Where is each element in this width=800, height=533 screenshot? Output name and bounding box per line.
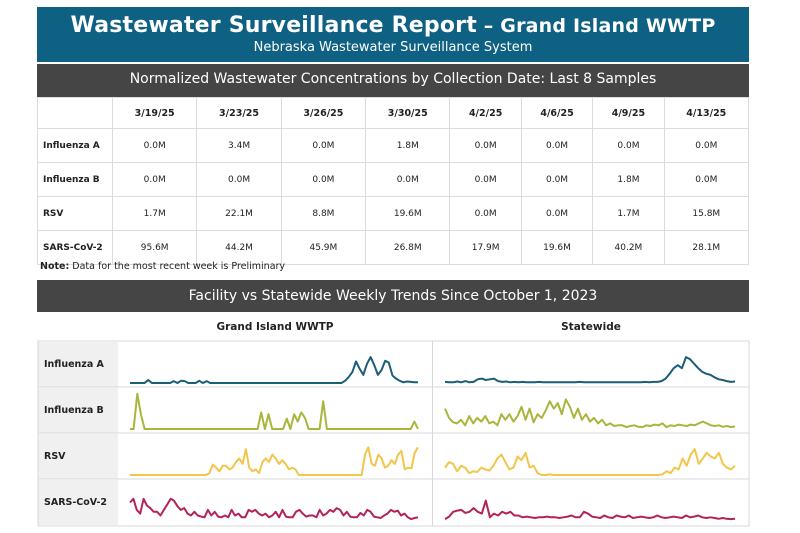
trend-lines bbox=[129, 356, 736, 521]
concentrations-table: 3/19/25 3/23/25 3/26/25 3/30/25 4/2/25 4… bbox=[37, 97, 750, 265]
panel-title-facility: Grand Island WWTP bbox=[216, 321, 334, 333]
trend-line-statewide-influenza-a bbox=[444, 356, 736, 384]
trend-label-sars-cov-2: SARS-CoV-2 bbox=[38, 480, 118, 525]
concentration-cell: 17.9M bbox=[449, 230, 522, 265]
date-header: 3/30/25 bbox=[365, 97, 451, 129]
concentration-cell: 0.0M bbox=[449, 162, 522, 197]
preliminary-note: Note: Data for the most recent week is P… bbox=[40, 261, 286, 272]
concentration-cell: 0.0M bbox=[592, 128, 665, 163]
concentration-cell: 19.6M bbox=[365, 196, 451, 231]
concentration-cell: 0.0M bbox=[196, 162, 282, 197]
trend-line-statewide-rsv bbox=[444, 448, 736, 476]
trend-label-rsv: RSV bbox=[38, 434, 118, 479]
concentration-cell: 3.4M bbox=[196, 128, 282, 163]
date-header: 4/9/25 bbox=[592, 97, 665, 129]
trend-line-grand-island-wwtp-sars-cov-2 bbox=[129, 497, 419, 521]
trend-label-influenza-a: Influenza A bbox=[38, 342, 118, 387]
concentration-cell: 28.1M bbox=[663, 230, 750, 265]
concentration-cell: 40.2M bbox=[592, 230, 665, 265]
concentration-cell: 44.2M bbox=[196, 230, 282, 265]
table-row: SARS-CoV-2 95.6M 44.2M 45.9M 26.8M 17.9M 19.6M… bbox=[37, 230, 750, 265]
trend-line-statewide-sars-cov-2 bbox=[444, 499, 736, 521]
trend-grid bbox=[37, 340, 750, 527]
date-header: 3/23/25 bbox=[196, 97, 282, 129]
concentration-cell: 19.6M bbox=[520, 230, 594, 265]
concentration-cell: 45.9M bbox=[280, 230, 367, 265]
report-title: Wastewater Surveillance Report – Grand I… bbox=[70, 13, 716, 38]
date-header: 4/6/25 bbox=[520, 97, 594, 129]
trend-line-grand-island-wwtp-influenza-a bbox=[130, 356, 418, 384]
concentration-cell: 95.6M bbox=[111, 230, 198, 265]
trend-line-grand-island-wwtp-influenza-b bbox=[130, 392, 419, 430]
facility-name: – Grand Island WWTP bbox=[476, 15, 716, 37]
report-header: Wastewater Surveillance Report – Grand I… bbox=[37, 7, 749, 62]
trend-label-influenza-b: Influenza B bbox=[38, 388, 118, 433]
panel-title-statewide: Statewide bbox=[561, 321, 621, 333]
concentration-cell: 26.8M bbox=[365, 230, 451, 265]
table-row: Influenza A 0.0M 3.4M 0.0M 1.8M 0.0M 0.0M 0.0M 0… bbox=[37, 128, 750, 163]
date-header: 4/13/25 bbox=[663, 97, 750, 129]
concentration-cell: 0.0M bbox=[663, 128, 750, 163]
concentration-cell: 22.1M bbox=[196, 196, 282, 231]
trends-section-title: Facility vs Statewide Weekly Trends Sinc… bbox=[37, 280, 749, 312]
concentration-cell: 1.8M bbox=[365, 128, 451, 163]
date-header: 3/26/25 bbox=[280, 97, 367, 129]
date-header: 3/19/25 bbox=[111, 97, 198, 129]
concentration-cell: 0.0M bbox=[663, 162, 750, 197]
trend-line-statewide-influenza-b bbox=[444, 398, 736, 429]
concentration-cell: 0.0M bbox=[449, 128, 522, 163]
pathogen-label: Influenza A bbox=[37, 128, 113, 163]
report-subtitle: Nebraska Wastewater Surveillance System bbox=[253, 40, 533, 55]
concentration-cell: 0.0M bbox=[520, 162, 594, 197]
trend-line-grand-island-wwtp-rsv bbox=[130, 446, 419, 476]
concentration-cell: 1.8M bbox=[592, 162, 665, 197]
concentrations-section-title: Normalized Wastewater Concentrations by … bbox=[37, 64, 749, 97]
